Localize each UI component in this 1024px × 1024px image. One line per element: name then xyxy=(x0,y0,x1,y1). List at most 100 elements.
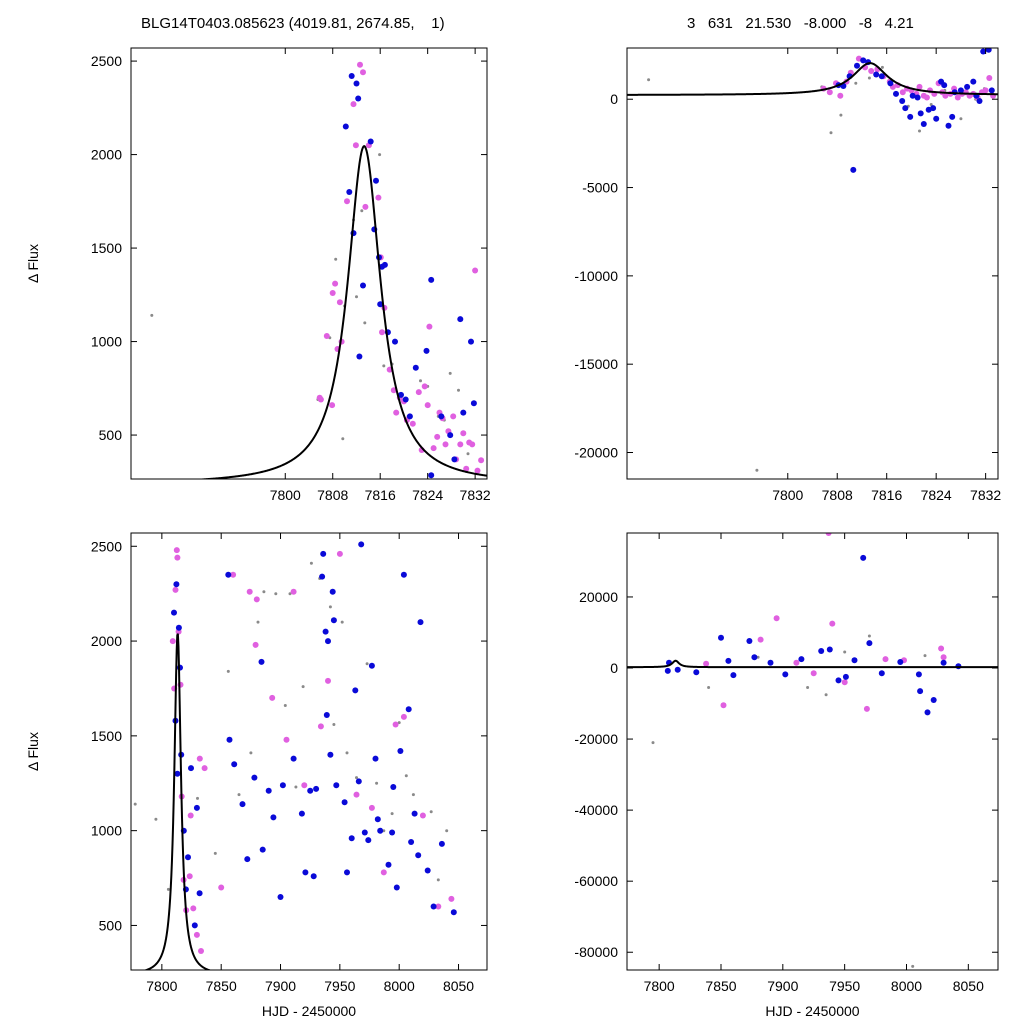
data-point-blue xyxy=(428,276,435,283)
y-axis-label: Δ Flux xyxy=(25,732,41,771)
data-point-blue xyxy=(457,316,464,323)
x-tick-label: 8000 xyxy=(384,978,415,994)
data-point-blue xyxy=(664,667,671,674)
data-point-gray xyxy=(226,669,230,673)
data-point-gray xyxy=(806,686,810,689)
data-point-gray xyxy=(824,693,828,697)
y-tick-label: 500 xyxy=(99,917,123,933)
data-point-gray xyxy=(457,388,460,392)
data-point-magenta xyxy=(283,736,290,743)
model-fit-curve xyxy=(627,62,998,96)
data-point-magenta xyxy=(172,586,179,593)
data-point-blue xyxy=(258,658,265,665)
data-point-blue xyxy=(373,177,379,184)
data-point-blue xyxy=(353,80,360,87)
x-tick-label: 7808 xyxy=(822,487,853,503)
data-point-magenta xyxy=(174,554,181,561)
data-point-gray xyxy=(436,878,440,882)
figure-title: BLG14T0403.085623 (4019.81, 2674.85, 1) xyxy=(141,15,445,32)
data-point-blue xyxy=(460,409,467,416)
data-point-gray xyxy=(829,131,833,135)
data-point-magenta xyxy=(375,194,382,201)
panel-top-right-zoom: 7800 7808 7816 7824 7832 -20000 -15000 -10000 -5… xyxy=(574,47,1001,503)
data-point-magenta xyxy=(357,61,363,68)
data-point-blue xyxy=(933,115,940,122)
data-point-blue xyxy=(298,810,305,817)
y-tick-label: -80000 xyxy=(574,944,618,960)
y-axis-label: Δ Flux xyxy=(25,244,41,283)
data-point-magenta xyxy=(392,721,399,728)
data-point-gray xyxy=(382,364,386,368)
data-point-blue xyxy=(730,672,737,679)
x-tick-label: 7900 xyxy=(767,978,798,994)
data-point-gray xyxy=(332,723,336,726)
data-point-blue xyxy=(365,837,372,844)
x-tick-label: 7832 xyxy=(970,487,1001,503)
data-point-gray xyxy=(288,592,292,596)
data-point-blue xyxy=(428,472,435,479)
data-point-blue xyxy=(352,687,359,694)
data-point-blue xyxy=(693,669,700,676)
data-point-magenta xyxy=(450,413,457,420)
data-point-blue xyxy=(367,138,374,145)
data-point-magenta xyxy=(938,645,945,652)
data-point-magenta xyxy=(336,550,343,557)
data-point-magenta xyxy=(269,694,276,701)
data-point-gray xyxy=(355,776,358,780)
data-point-gray xyxy=(196,796,199,800)
data-point-gray xyxy=(411,793,415,797)
data-point-blue xyxy=(866,640,873,647)
data-point-blue xyxy=(751,654,758,661)
data-point-blue xyxy=(188,765,194,772)
data-point-magenta xyxy=(923,94,930,101)
data-point-blue xyxy=(450,909,457,916)
data-point-gray xyxy=(448,371,452,375)
data-point-magenta xyxy=(982,87,989,94)
data-point-magenta xyxy=(323,333,330,339)
data-point-blue xyxy=(355,778,362,785)
data-point-gray xyxy=(334,257,338,261)
y-tick-label: -40000 xyxy=(574,802,618,818)
x-tick-label: 7816 xyxy=(871,487,902,503)
data-point-blue xyxy=(818,648,825,654)
data-point-gray xyxy=(843,650,847,654)
data-point-blue xyxy=(415,852,422,859)
data-point-magenta xyxy=(332,280,339,287)
data-point-blue xyxy=(924,709,931,716)
data-point-magenta xyxy=(986,75,993,81)
data-point-magenta xyxy=(825,533,832,536)
data-point-gray xyxy=(854,81,858,85)
data-point-blue xyxy=(355,95,362,102)
data-point-magenta xyxy=(368,804,375,811)
x-tick-label: 7808 xyxy=(317,487,348,503)
data-point-magenta xyxy=(474,467,481,474)
y-tick-label: -5000 xyxy=(582,180,618,196)
data-point-blue xyxy=(239,801,246,808)
data-point-gray xyxy=(839,113,843,117)
data-point-blue xyxy=(447,432,454,439)
data-point-magenta xyxy=(301,782,308,789)
y-tick-label: -20000 xyxy=(574,445,618,461)
data-point-blue xyxy=(851,657,858,664)
data-point-blue xyxy=(226,736,233,743)
data-point-blue xyxy=(361,829,368,836)
data-point-blue xyxy=(372,755,379,762)
data-point-blue xyxy=(725,657,732,664)
data-point-magenta xyxy=(773,615,780,622)
data-point-blue xyxy=(406,413,413,420)
data-point-gray xyxy=(959,117,963,121)
data-point-magenta xyxy=(246,588,253,595)
data-point-magenta xyxy=(362,203,369,210)
data-point-magenta xyxy=(430,445,437,452)
data-point-blue xyxy=(225,571,232,578)
data-point-magenta xyxy=(478,457,485,464)
data-point-blue xyxy=(398,391,404,398)
data-point-gray xyxy=(647,78,651,82)
data-point-blue xyxy=(917,110,924,117)
data-point-magenta xyxy=(218,884,225,891)
data-point-blue xyxy=(270,814,277,821)
data-point-blue xyxy=(941,82,948,89)
model-fit-curve xyxy=(192,145,487,479)
data-point-blue xyxy=(423,347,430,354)
data-point-magenta xyxy=(329,402,336,409)
